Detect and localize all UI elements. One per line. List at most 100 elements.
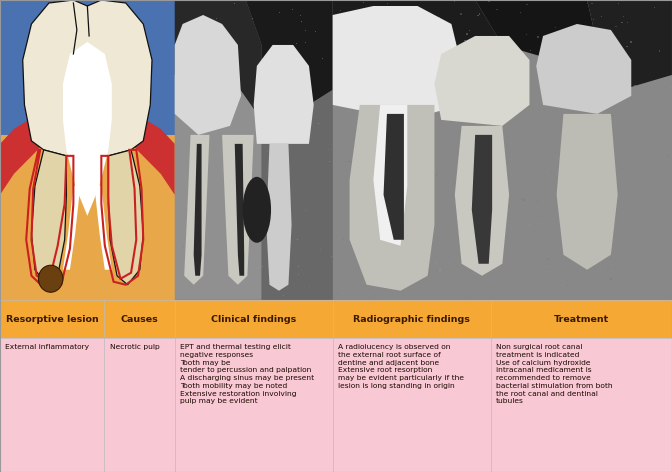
Polygon shape [108,150,143,285]
Bar [382,68,383,69]
Bar [612,115,614,116]
Bar [342,154,343,155]
Bar [557,68,558,70]
Bar [460,53,461,54]
Bar [417,276,419,277]
Bar [538,222,539,223]
Bar [548,258,549,260]
Bar [623,16,624,17]
Bar [498,60,499,62]
Polygon shape [434,36,530,126]
Polygon shape [556,114,618,270]
Bar [454,154,455,155]
Polygon shape [384,114,404,240]
Bar [604,166,605,167]
Bar [608,44,610,46]
Bar [435,175,437,176]
Bar [491,118,492,119]
Bar [431,57,433,59]
Bar [588,273,589,274]
Bar [528,224,530,225]
Bar [437,31,438,32]
Bar [533,117,534,118]
Bar [624,86,626,87]
Bar [504,70,505,71]
Bar [364,134,365,135]
Bar [363,281,364,283]
Bar [393,36,394,37]
Bar [425,74,426,75]
Bar [386,3,388,4]
Bar [521,95,522,97]
Bar [622,169,623,170]
Bar [465,237,466,238]
Bar [497,204,499,205]
Text: Non surgical root canal
treatment is indicated
Use of calcium hydroxide
intracan: Non surgical root canal treatment is ind… [496,344,613,405]
Ellipse shape [38,265,63,292]
Bar [360,101,361,102]
Bar [589,64,591,65]
Bar [518,285,519,287]
Bar [452,184,454,185]
Text: External inflammatory: External inflammatory [5,344,89,350]
Text: Resorptive lesion: Resorptive lesion [5,314,99,324]
Polygon shape [536,24,631,114]
Bar [375,41,376,42]
Bar [614,158,615,160]
Bar [414,184,415,185]
Polygon shape [349,105,434,291]
Polygon shape [587,0,672,90]
Bar [444,22,445,23]
Bar [377,102,378,104]
Bar [494,78,495,79]
Bar [372,287,374,289]
Bar [337,293,338,294]
Bar [462,206,463,207]
Bar [357,157,358,158]
Bar [610,142,612,143]
Ellipse shape [243,177,271,243]
Bar [376,110,377,111]
Polygon shape [254,45,314,144]
Bar [369,142,370,143]
Bar [536,201,538,202]
Bar [634,85,636,86]
Polygon shape [184,135,210,285]
Bar [437,31,439,32]
Bar [354,162,355,163]
Bar [371,264,372,265]
Bar [513,103,515,104]
Bar [567,230,569,231]
Bar [558,208,559,210]
Bar [605,271,606,272]
Bar [560,160,562,161]
Bar [384,223,386,225]
Bar [571,205,572,207]
Bar [569,122,571,123]
Bar [476,140,477,142]
Bar [605,174,606,175]
Bar [506,47,507,48]
Bar [550,62,551,63]
Bar [358,53,359,55]
Bar [355,190,356,191]
Bar [570,286,571,287]
Bar [512,127,513,128]
Bar [446,203,448,204]
Bar [442,205,444,207]
Bar [578,208,579,209]
Bar [665,86,666,88]
Bar [494,162,495,164]
Bar [473,172,474,173]
Bar [563,237,564,238]
Bar [349,23,351,25]
Polygon shape [63,186,81,270]
Bar [429,51,430,52]
Bar [659,121,661,122]
Bar [507,136,509,137]
Bar [626,177,628,178]
Bar [439,270,441,271]
Bar [526,144,527,146]
Bar [523,199,525,201]
Bar [487,204,489,205]
